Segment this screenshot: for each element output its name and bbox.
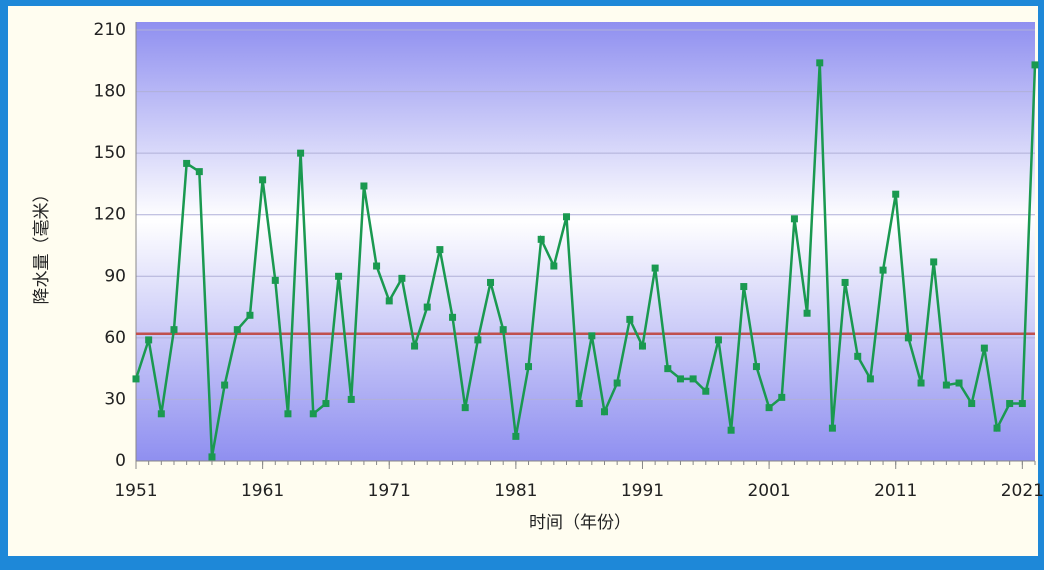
data-point — [790, 215, 798, 223]
data-point — [474, 336, 482, 344]
data-point — [322, 400, 330, 408]
data-point — [436, 246, 444, 254]
data-point — [904, 334, 912, 342]
data-point — [626, 315, 634, 323]
data-point — [398, 274, 406, 282]
y-tick-label: 150 — [94, 143, 126, 163]
data-point — [917, 379, 925, 387]
data-point — [411, 342, 419, 350]
data-point — [309, 410, 317, 418]
data-point — [195, 168, 203, 176]
data-point — [740, 283, 748, 291]
data-point — [955, 379, 963, 387]
data-point — [512, 432, 520, 440]
data-point — [1018, 400, 1026, 408]
y-axis-title: 降水量（毫米） — [32, 186, 52, 305]
data-point — [1006, 400, 1014, 408]
data-point — [638, 342, 646, 350]
data-point — [613, 379, 621, 387]
data-point — [499, 326, 507, 334]
data-point — [752, 363, 760, 371]
data-point — [714, 336, 722, 344]
data-point — [423, 303, 431, 311]
y-tick-label: 60 — [104, 328, 126, 348]
data-point — [575, 400, 583, 408]
data-point — [335, 272, 343, 280]
data-point — [879, 266, 887, 274]
data-point — [525, 363, 533, 371]
data-point — [259, 176, 267, 184]
data-point — [930, 258, 938, 266]
data-point — [892, 190, 900, 198]
data-point — [816, 59, 824, 67]
x-axis-title: 时间（年份） — [529, 513, 631, 533]
data-line — [134, 62, 1037, 458]
data-point — [968, 400, 976, 408]
data-point — [537, 235, 545, 243]
data-point — [664, 365, 672, 373]
data-point — [854, 352, 862, 360]
data-point — [563, 213, 571, 221]
data-point — [689, 375, 697, 383]
data-point — [145, 336, 153, 344]
x-tick-label: 2011 — [874, 481, 917, 501]
data-point — [132, 375, 140, 383]
data-point — [246, 311, 254, 319]
data-point — [183, 159, 191, 167]
data-point — [347, 395, 355, 403]
y-tick-label: 30 — [104, 389, 126, 409]
y-tick-label: 180 — [94, 82, 126, 102]
data-point — [778, 393, 786, 401]
data-point — [550, 262, 558, 270]
x-tick-label: 1991 — [621, 481, 664, 501]
data-point — [866, 375, 874, 383]
data-point — [651, 264, 659, 272]
data-point — [284, 410, 292, 418]
data-point — [385, 297, 393, 305]
y-tick-label: 120 — [94, 205, 126, 225]
data-point — [233, 326, 241, 334]
data-point — [942, 381, 950, 389]
data-point — [461, 404, 469, 412]
data-point — [373, 262, 381, 270]
data-point — [449, 313, 457, 321]
data-point — [727, 426, 735, 434]
data-point — [993, 424, 1001, 432]
data-point — [221, 381, 229, 389]
data-point — [828, 424, 836, 432]
x-tick-label: 2001 — [747, 481, 790, 501]
data-point — [170, 326, 178, 334]
data-point — [980, 344, 988, 352]
y-tick-label: 0 — [115, 451, 126, 471]
x-tick-label: 1981 — [494, 481, 537, 501]
data-point — [1031, 61, 1039, 69]
data-point — [676, 375, 684, 383]
data-point — [588, 332, 596, 340]
data-point — [600, 408, 608, 416]
x-tick-label: 1971 — [368, 481, 411, 501]
data-point — [157, 410, 165, 418]
y-tick-label: 90 — [104, 266, 126, 286]
data-point — [360, 182, 368, 190]
x-tick-label: 2021 — [1001, 481, 1044, 501]
data-point — [487, 278, 495, 286]
data-point — [803, 309, 811, 317]
data-point — [765, 404, 773, 412]
data-point — [271, 276, 279, 284]
data-point — [297, 149, 305, 157]
x-tick-label: 1961 — [241, 481, 284, 501]
y-tick-label: 210 — [94, 20, 126, 40]
x-tick-label: 1951 — [114, 481, 157, 501]
data-point — [841, 278, 849, 286]
data-point — [702, 387, 710, 395]
data-point — [208, 453, 216, 461]
